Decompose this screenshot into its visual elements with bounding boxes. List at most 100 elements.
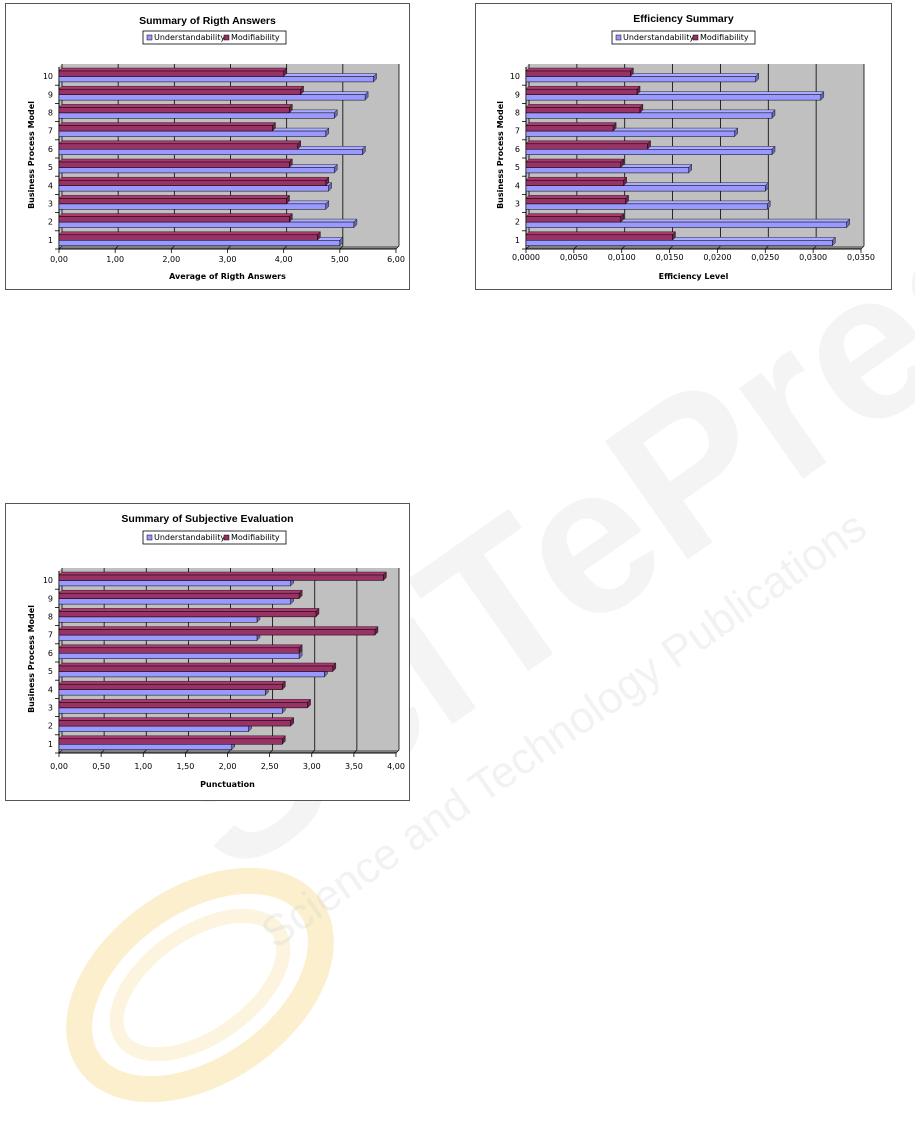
bar-modifiability [58,574,384,581]
y-tick-label: 3 [48,200,53,209]
y-tick-label: 5 [48,667,53,676]
bar-understandability [58,598,291,605]
y-tick-label: 3 [515,200,520,209]
chart-efficiency-summary-svg: Efficiency Summary Understandability Modif… [496,13,875,281]
bar-top-modifiability [58,122,276,126]
bar-understandability [58,671,325,678]
x-tick-label: 5,00 [331,255,349,264]
bar-understandability [58,653,300,659]
legend-label-understandability: Understandability [154,533,225,542]
chart-title: Summary of Rigth Answers [139,15,276,27]
bar-modifiability [525,161,622,168]
x-tick-label: 2,50 [261,762,279,771]
bar-modifiability [525,198,626,205]
x-tick-label: 0,00 [50,762,68,771]
y-tick-label: 9 [48,594,53,603]
x-tick-label: 0,0150 [656,253,684,262]
bar-modifiability [58,234,318,241]
y-tick-label: 7 [48,631,53,640]
bar-understandability [58,167,335,174]
bar-modifiability [58,683,283,690]
gridline-floor [860,245,865,250]
bar-understandability [58,707,283,714]
bar-understandability [58,580,291,587]
x-tick-label: 0,0050 [560,253,588,262]
bar-top-modifiability [58,177,330,181]
bar-modifiability [525,179,624,186]
bar-top-modifiability [525,158,625,163]
bar-understandability [58,616,258,623]
bar-top-modifiability [525,140,652,145]
y-tick-label: 2 [48,722,53,731]
bar-modifiability [58,665,334,672]
bar-modifiability [58,143,298,150]
x-tick-label: 6,00 [387,255,405,264]
bar-modifiability [58,720,291,727]
x-tick-label: 0,00 [50,255,68,264]
bar-top-modifiability [58,626,379,630]
bar-modifiability [58,738,283,745]
x-tick-label: 3,00 [303,762,321,771]
chart-title: Summary of Subjective Evaluation [121,513,293,525]
x-tick-label: 0,0300 [799,253,827,262]
bar-understandability [525,185,766,192]
bar-top-modifiability [525,177,628,181]
bar-top-modifiability [58,140,302,145]
legend-swatch-modifiability [692,34,699,41]
bar-understandability [58,689,266,696]
legend-label-understandability: Understandability [623,33,694,42]
bar-modifiability [525,88,638,95]
legend-swatch-understandability [146,34,153,41]
legend-swatch-modifiability [223,534,230,541]
y-tick-label: 9 [515,90,520,99]
y-tick-label: 7 [515,127,520,136]
chart-right-answers: Summary of Rigth Answers Understandabilit… [5,3,410,290]
y-tick-label: 3 [48,704,53,713]
bar-modifiability [525,107,641,114]
bar-understandability [525,167,689,174]
x-tick-label: 1,00 [134,762,152,771]
bar-top-modifiability [58,104,293,108]
y-tick-label: 2 [515,218,520,227]
bar-top-modifiability [58,231,321,236]
bar-modifiability [525,216,622,223]
bar-understandability [58,185,329,192]
bar-modifiability [58,592,300,599]
bar-top-modifiability [58,158,293,163]
y-tick-label: 1 [515,236,520,245]
x-tick-label: 1,00 [106,255,124,264]
y-tick-label: 10 [43,72,53,81]
y-tick-label: 9 [48,90,53,99]
bar-top-modifiability [58,67,288,72]
bar-top-modifiability [525,122,617,126]
bar-understandability [58,240,341,246]
x-tick-label: 4,00 [387,762,405,771]
chart-legend: Understandability Modifiability [142,30,287,45]
bar-top-modifiability [58,662,337,667]
x-tick-label: 0,0100 [608,253,636,262]
x-axis-label: Efficiency Level [659,272,729,281]
legend-box [142,30,287,45]
y-tick-label: 1 [48,236,53,245]
bar-top-modifiability [58,699,312,703]
y-tick-label: 4 [48,685,53,694]
bar-understandability [58,221,355,228]
bar-top-modifiability [525,86,641,90]
y-tick-label: 6 [48,145,53,154]
x-tick-label: 0,0200 [703,253,731,262]
chart-legend: Understandability Modifiability [142,530,287,545]
y-tick-label: 7 [48,127,53,136]
bar-modifiability [58,702,308,709]
bar-understandability [58,76,374,83]
chart-subjective-evaluation-svg: Summary of Subjective Evaluation Understa… [27,513,405,789]
y-axis-label: Business Process Model [27,101,36,209]
bar-modifiability [58,70,284,77]
legend-box [611,30,756,45]
y-tick-label: 5 [48,163,53,172]
chart-right-answers-svg: Summary of Rigth Answers Understandabilit… [27,15,405,281]
x-tick-label: 3,00 [219,255,237,264]
gridline-floor [395,749,400,754]
bar-modifiability [58,107,290,114]
bar-modifiability [525,125,614,132]
legend-swatch-understandability [615,34,622,41]
